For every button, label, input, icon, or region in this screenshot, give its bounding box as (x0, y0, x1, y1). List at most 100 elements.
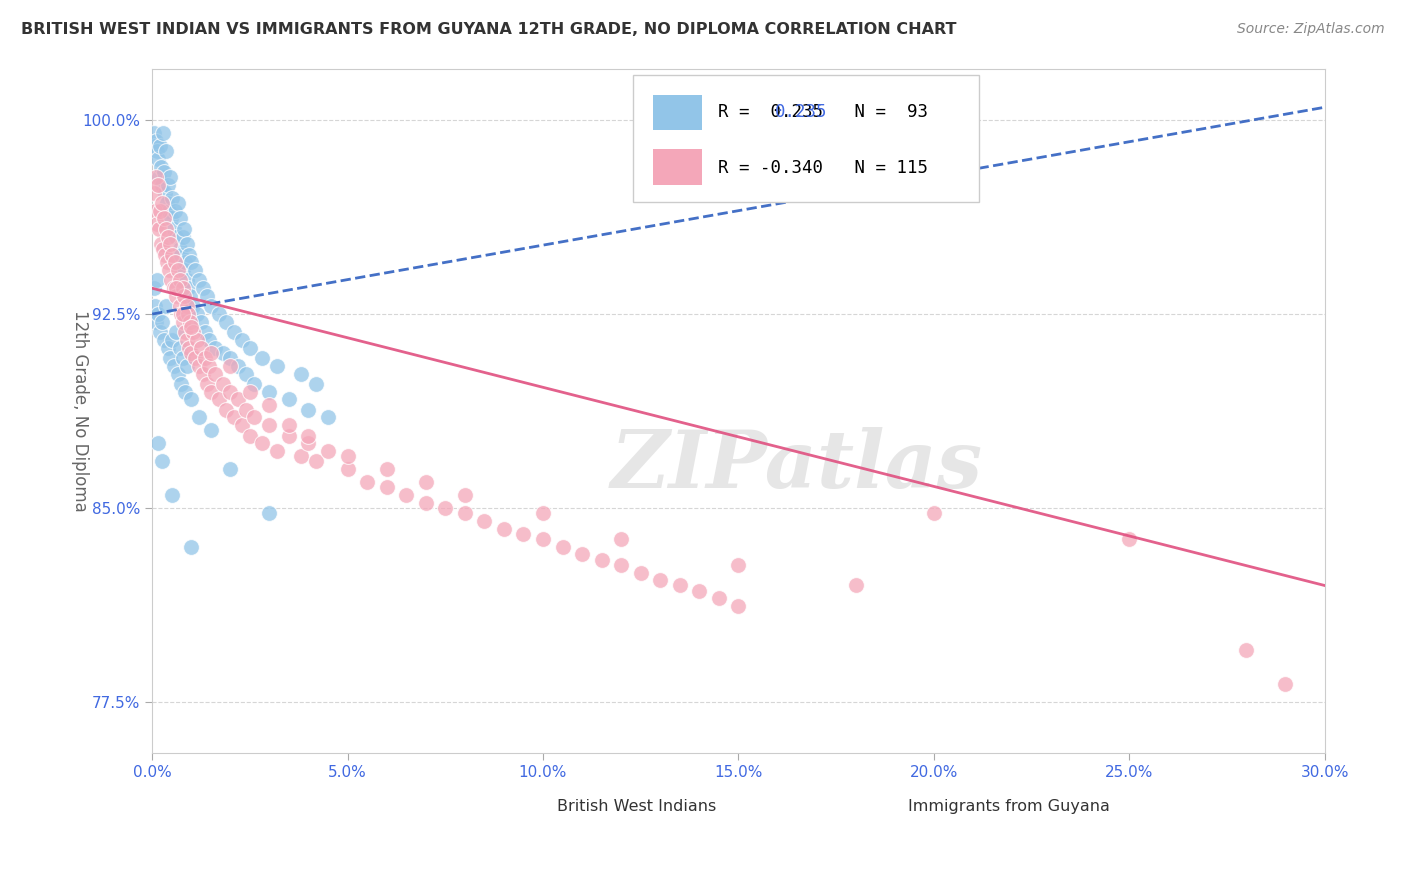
Point (176, 273, 198, 287)
Point (160, 247, 183, 261)
Point (571, 548, 593, 562)
Point (169, 273, 191, 287)
Point (297, 428, 319, 442)
Bar (832, 791, 897, 829)
Point (290, 449, 312, 463)
Point (531, 506, 554, 520)
Point (297, 402, 319, 417)
Text: 0.235: 0.235 (775, 103, 827, 120)
Point (169, 243, 191, 257)
Point (174, 255, 197, 269)
Point (172, 351, 194, 365)
Point (150, 195, 173, 210)
Point (472, 514, 495, 528)
Point (146, 145, 169, 159)
Point (153, 333, 176, 347)
Point (149, 237, 172, 252)
Point (195, 289, 218, 303)
Point (150, 315, 173, 329)
Point (492, 522, 515, 536)
Point (163, 255, 186, 269)
Point (184, 263, 207, 277)
Point (143, 139, 166, 153)
Point (165, 325, 187, 339)
Point (143, 186, 166, 200)
Point (149, 203, 172, 218)
Point (1118, 532, 1140, 546)
Point (177, 281, 200, 295)
Point (149, 139, 172, 153)
Point (231, 333, 253, 347)
Point (149, 160, 172, 174)
Point (169, 211, 191, 226)
Point (145, 134, 167, 148)
Point (180, 320, 202, 334)
Point (155, 221, 177, 235)
Point (148, 170, 170, 185)
Point (160, 488, 183, 502)
Point (146, 217, 169, 231)
Y-axis label: 12th Grade, No Diploma: 12th Grade, No Diploma (72, 310, 89, 512)
Text: British West Indians: British West Indians (557, 799, 716, 814)
Point (610, 532, 633, 546)
Point (157, 203, 180, 218)
Point (278, 418, 301, 433)
Point (200, 423, 222, 437)
Point (180, 346, 202, 360)
Point (259, 384, 281, 399)
Point (215, 402, 238, 417)
Point (166, 367, 188, 381)
Text: ZIPatlas: ZIPatlas (612, 427, 983, 505)
Point (179, 315, 201, 329)
Point (415, 475, 437, 489)
Point (239, 384, 262, 399)
Point (146, 178, 169, 192)
Point (650, 574, 672, 588)
Point (375, 462, 398, 476)
Point (155, 299, 177, 313)
Point (191, 281, 214, 295)
Point (512, 526, 534, 541)
Point (224, 410, 246, 425)
Point (278, 392, 301, 407)
Point (215, 315, 238, 329)
Point (316, 444, 339, 458)
Point (170, 307, 193, 321)
Point (153, 165, 176, 179)
Point (156, 229, 179, 244)
Text: BRITISH WEST INDIAN VS IMMIGRANTS FROM GUYANA 12TH GRADE, NO DIPLOMA CORRELATION: BRITISH WEST INDIAN VS IMMIGRANTS FROM G… (21, 22, 956, 37)
Point (1274, 676, 1296, 690)
Point (153, 211, 176, 226)
Point (195, 376, 218, 391)
Point (160, 191, 183, 205)
Point (266, 444, 288, 458)
Point (219, 384, 242, 399)
Point (170, 247, 193, 261)
Point (172, 307, 194, 321)
Point (150, 178, 173, 192)
Point (707, 591, 730, 606)
Point (143, 203, 166, 218)
Point (165, 289, 187, 303)
Point (143, 281, 166, 295)
Point (159, 351, 181, 365)
Point (336, 462, 359, 476)
Point (188, 410, 211, 425)
Point (173, 221, 195, 235)
Point (190, 341, 212, 355)
Point (155, 145, 177, 159)
Point (375, 480, 398, 494)
Point (204, 367, 226, 381)
Bar (481, 791, 546, 829)
Point (159, 170, 181, 185)
Point (165, 281, 187, 295)
Point (181, 325, 204, 339)
Bar (652, 95, 702, 130)
Point (160, 273, 183, 287)
Point (207, 392, 229, 407)
Point (181, 299, 204, 313)
Point (235, 402, 257, 417)
Point (194, 325, 217, 339)
Point (305, 454, 328, 468)
Point (224, 325, 246, 339)
